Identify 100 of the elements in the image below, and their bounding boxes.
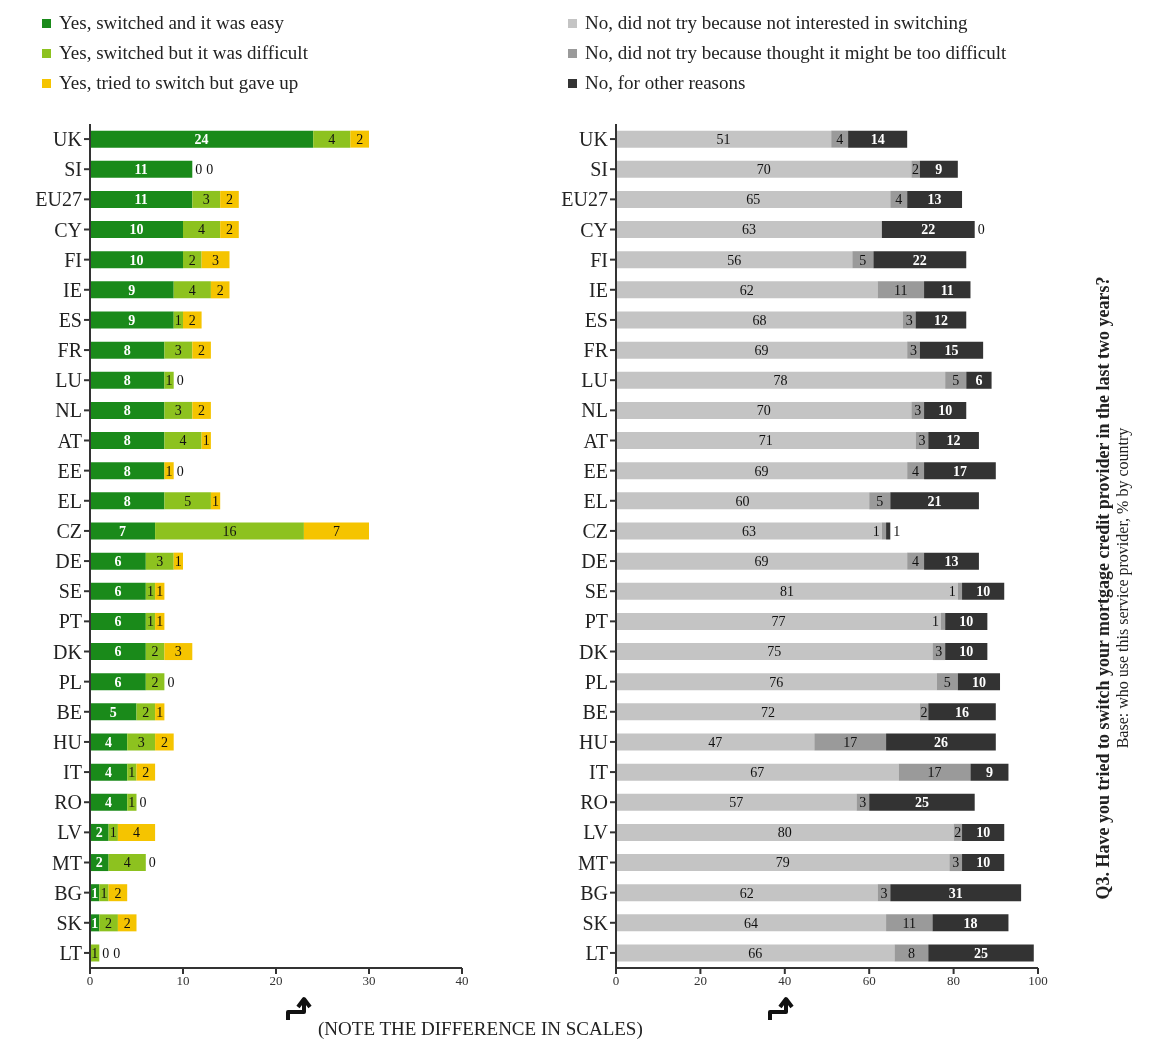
bar xyxy=(616,281,878,299)
legend-label: Yes, switched but it was difficult xyxy=(59,41,308,65)
bar xyxy=(616,914,887,932)
y-tick-label: FR xyxy=(583,339,609,362)
data-label: 1 xyxy=(174,312,182,328)
x-tick-label: 40 xyxy=(455,973,469,989)
bar xyxy=(919,341,984,359)
bar xyxy=(313,130,351,148)
bar xyxy=(616,160,912,178)
data-label: 14 xyxy=(870,131,885,147)
x-tick-label: 40 xyxy=(778,973,792,989)
y-tick-label: SE xyxy=(584,580,608,603)
data-label: 2 xyxy=(95,855,103,871)
data-label: 57 xyxy=(729,795,744,811)
y-tick-label: FR xyxy=(57,339,83,362)
data-label: 0 xyxy=(195,162,203,178)
data-label: 8 xyxy=(123,342,131,358)
data-label: 10 xyxy=(976,825,991,841)
bar xyxy=(616,462,908,480)
bar xyxy=(90,190,193,208)
data-label: 11 xyxy=(134,162,148,178)
data-label: 64 xyxy=(744,915,759,931)
data-label: 6 xyxy=(114,553,122,569)
data-label: 0 xyxy=(139,795,147,811)
data-label: 3 xyxy=(212,252,220,268)
y-tick-label: EL xyxy=(57,489,82,512)
data-label: 69 xyxy=(754,463,769,479)
bar xyxy=(907,190,963,208)
data-label: 3 xyxy=(905,312,913,328)
bar xyxy=(90,703,137,721)
data-label: 2 xyxy=(188,252,196,268)
data-label: 7 xyxy=(332,523,340,539)
bar xyxy=(616,823,954,841)
data-label: 2 xyxy=(216,282,224,298)
y-tick-label: SE xyxy=(58,580,82,603)
bar xyxy=(869,793,975,811)
data-label: 1 xyxy=(931,614,939,630)
legend-label: Yes, switched and it was easy xyxy=(59,11,284,35)
bar xyxy=(616,221,882,239)
data-label: 4 xyxy=(198,222,206,238)
data-label: 8 xyxy=(123,403,131,419)
data-label: 80 xyxy=(777,825,792,841)
text: (NOTE THE DIFFERENCE IN SCALES) xyxy=(318,1018,643,1040)
bar xyxy=(616,582,958,600)
legend-label: No, for other reasons xyxy=(585,71,746,95)
bar xyxy=(814,733,887,751)
data-label: 1 xyxy=(128,795,136,811)
data-label: 71 xyxy=(758,433,773,449)
y-tick-label: LT xyxy=(59,942,82,965)
data-label: 2 xyxy=(151,674,159,690)
bar xyxy=(145,552,174,570)
data-label: 6 xyxy=(114,674,122,690)
data-label: 6 xyxy=(114,584,122,600)
bar xyxy=(127,733,156,751)
x-tick-label: 20 xyxy=(269,973,283,989)
data-label: 4 xyxy=(105,734,113,750)
data-label: 2 xyxy=(226,222,233,238)
bar xyxy=(90,251,183,269)
data-label: 2 xyxy=(151,644,159,660)
bar xyxy=(616,552,908,570)
bar xyxy=(616,854,950,872)
bar xyxy=(873,251,967,269)
bar xyxy=(616,130,832,148)
bar xyxy=(928,944,1034,962)
bar xyxy=(90,612,146,630)
y-tick-label: BE xyxy=(56,700,82,723)
y-tick-label: UK xyxy=(53,128,83,151)
y-tick-label: PT xyxy=(584,610,608,633)
bar xyxy=(90,492,165,510)
y-tick-label: IE xyxy=(589,278,608,301)
bar xyxy=(90,673,146,691)
x-tick-label: 0 xyxy=(86,973,94,989)
data-label: 6 xyxy=(114,644,122,660)
data-label: 1 xyxy=(202,433,210,449)
bar xyxy=(164,341,193,359)
bar xyxy=(890,492,979,510)
data-label: 2 xyxy=(356,131,364,147)
y-tick-label: CY xyxy=(580,218,608,241)
data-label: 5 xyxy=(943,674,951,690)
x-tick-label: 100 xyxy=(1028,973,1048,989)
y-tick-label: PL xyxy=(58,670,82,693)
data-label: 9 xyxy=(935,162,943,178)
data-label: 75 xyxy=(767,644,782,660)
y-tick-label: EL xyxy=(583,489,608,512)
data-label: 1 xyxy=(100,885,108,901)
bar xyxy=(616,703,920,721)
bar xyxy=(616,311,903,329)
data-label: 79 xyxy=(775,855,790,871)
data-label: 4 xyxy=(912,553,920,569)
data-label: 2 xyxy=(142,704,150,720)
data-label: 25 xyxy=(974,945,989,961)
legend-label: Yes, tried to switch but gave up xyxy=(59,71,299,95)
y-tick-label: ES xyxy=(58,309,82,332)
data-label: 0 xyxy=(148,855,156,871)
y-tick-label: SK xyxy=(582,911,609,934)
data-label: 1 xyxy=(174,553,182,569)
data-label: 3 xyxy=(952,855,960,871)
bar xyxy=(928,703,996,721)
data-label: 3 xyxy=(174,342,182,358)
bar xyxy=(890,884,1022,902)
